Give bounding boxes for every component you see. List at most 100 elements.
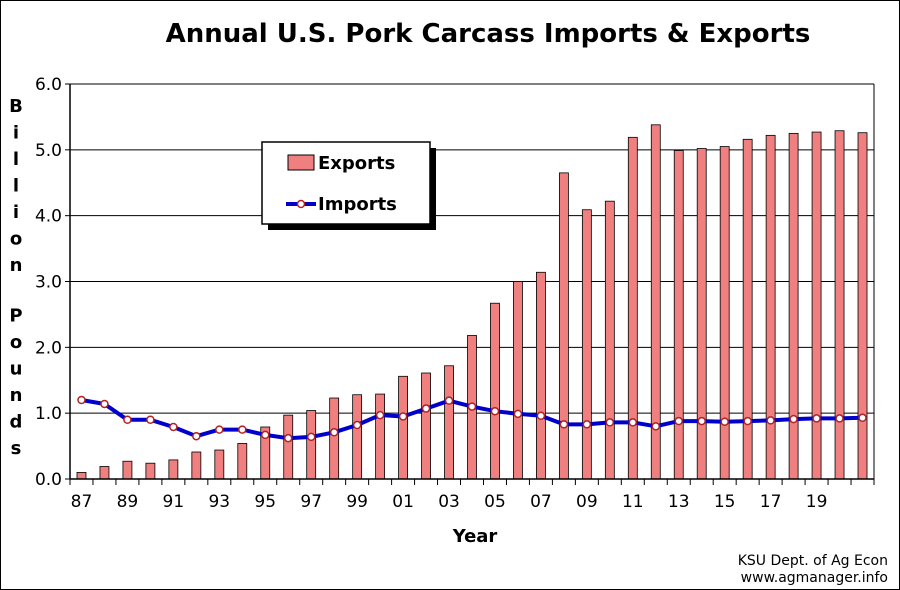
x-tick-label: 01: [392, 492, 414, 512]
x-tick-label: 13: [668, 492, 690, 512]
export-bar: [421, 372, 431, 480]
export-bar: [283, 414, 294, 480]
y-tick-label: 3.0: [35, 273, 62, 293]
import-point: [536, 411, 546, 421]
import-point: [789, 414, 798, 424]
y-tick-labels: 0.0 1.0 2.0 3.0 4.0 5.0 6.0: [35, 75, 62, 490]
import-point: [605, 418, 615, 427]
import-point: [467, 402, 477, 411]
import-point: [77, 395, 86, 405]
export-bar: [145, 462, 156, 480]
export-bar: [375, 393, 386, 480]
export-bar: [834, 130, 845, 480]
export-bar: [673, 150, 684, 480]
export-bar: [719, 146, 730, 480]
x-tick-label: 11: [622, 492, 644, 512]
import-point: [628, 418, 638, 427]
export-bar: [627, 136, 638, 480]
source-line-1: KSU Dept. of Ag Econ: [738, 553, 888, 569]
y-tick-label: 4.0: [35, 207, 62, 227]
y-axis-title-letter: u: [10, 359, 23, 380]
export-bar: [604, 200, 615, 480]
import-point: [559, 420, 569, 429]
import-point: [858, 413, 867, 423]
import-point: [582, 420, 592, 429]
import-point: [329, 428, 339, 437]
export-bar: [237, 443, 248, 480]
import-point: [720, 417, 729, 426]
import-point: [238, 425, 247, 434]
export-bar: [558, 172, 569, 480]
x-tick-label: 07: [530, 492, 552, 512]
export-bar: [76, 472, 87, 480]
import-point: [123, 415, 132, 424]
export-bar: [398, 375, 408, 480]
x-tick-label: 87: [71, 492, 93, 512]
import-point: [743, 416, 752, 426]
export-bar: [490, 302, 500, 480]
axes: [69, 83, 875, 485]
export-bar: [191, 451, 202, 480]
export-bar: [811, 131, 822, 480]
export-bar: [765, 134, 776, 480]
y-tick-label: 5.0: [35, 141, 62, 161]
export-bar: [122, 460, 133, 480]
y-axis-title-letter: n: [10, 255, 23, 276]
legend-imports-marker: [296, 199, 306, 209]
import-point: [306, 432, 316, 442]
import-point: [421, 404, 431, 413]
y-axis-title-letter: l: [13, 176, 19, 197]
x-tick-label: 19: [806, 492, 828, 512]
y-tick-label: 1.0: [35, 404, 62, 424]
import-line: [77, 395, 867, 443]
import-point: [146, 415, 155, 424]
import-point: [490, 406, 500, 416]
legend: Exports Imports: [261, 141, 436, 230]
y-axis-title-letter: d: [10, 412, 23, 433]
x-tick-label: 05: [484, 492, 506, 512]
export-bar: [536, 271, 546, 480]
export-bar: [329, 397, 340, 480]
import-point: [651, 422, 661, 431]
x-tick-label: 99: [346, 492, 368, 512]
import-point: [812, 414, 821, 423]
x-tick-label: 09: [576, 492, 598, 512]
export-bar: [857, 132, 868, 480]
legend-imports-label: Imports: [318, 194, 397, 215]
export-bar: [696, 148, 707, 480]
y-axis-title-letter: P: [9, 306, 22, 327]
x-tick-label: 93: [208, 492, 230, 512]
import-point: [215, 425, 224, 434]
x-tick-label: 97: [300, 492, 322, 512]
y-axis-title-letter: B: [9, 96, 23, 117]
x-tick-label: 15: [714, 492, 736, 512]
y-axis-title-letter: n: [10, 385, 23, 406]
y-axis-title-letter: i: [13, 202, 19, 223]
import-point: [697, 416, 706, 426]
y-axis-title-letter: o: [10, 332, 22, 353]
import-point: [766, 416, 775, 425]
export-bar: [788, 132, 799, 480]
import-point: [192, 431, 201, 441]
export-bar: [444, 365, 454, 480]
x-tick-label: 89: [117, 492, 139, 512]
x-tick-label: 17: [760, 492, 782, 512]
x-tick-label: 03: [438, 492, 460, 512]
y-axis-title-letter: s: [11, 438, 22, 459]
import-point: [261, 430, 270, 440]
x-tick-label: 95: [254, 492, 276, 512]
export-bar: [168, 459, 179, 480]
legend-exports-label: Exports: [318, 153, 395, 174]
x-tick-labels: 87 89 91 93 95 97 99 01 03 05 07 09 11 13 15 17 19: [71, 492, 828, 512]
y-axis-title-letter: i: [13, 123, 19, 144]
export-bar: [581, 209, 592, 480]
export-bar: [99, 466, 110, 480]
import-point: [100, 399, 109, 409]
y-axis-title-letter: o: [10, 229, 22, 250]
y-tick-label: 6.0: [35, 75, 62, 95]
export-bar: [214, 449, 225, 480]
import-point: [169, 422, 178, 432]
source-line-2: www.agmanager.info: [741, 570, 888, 586]
